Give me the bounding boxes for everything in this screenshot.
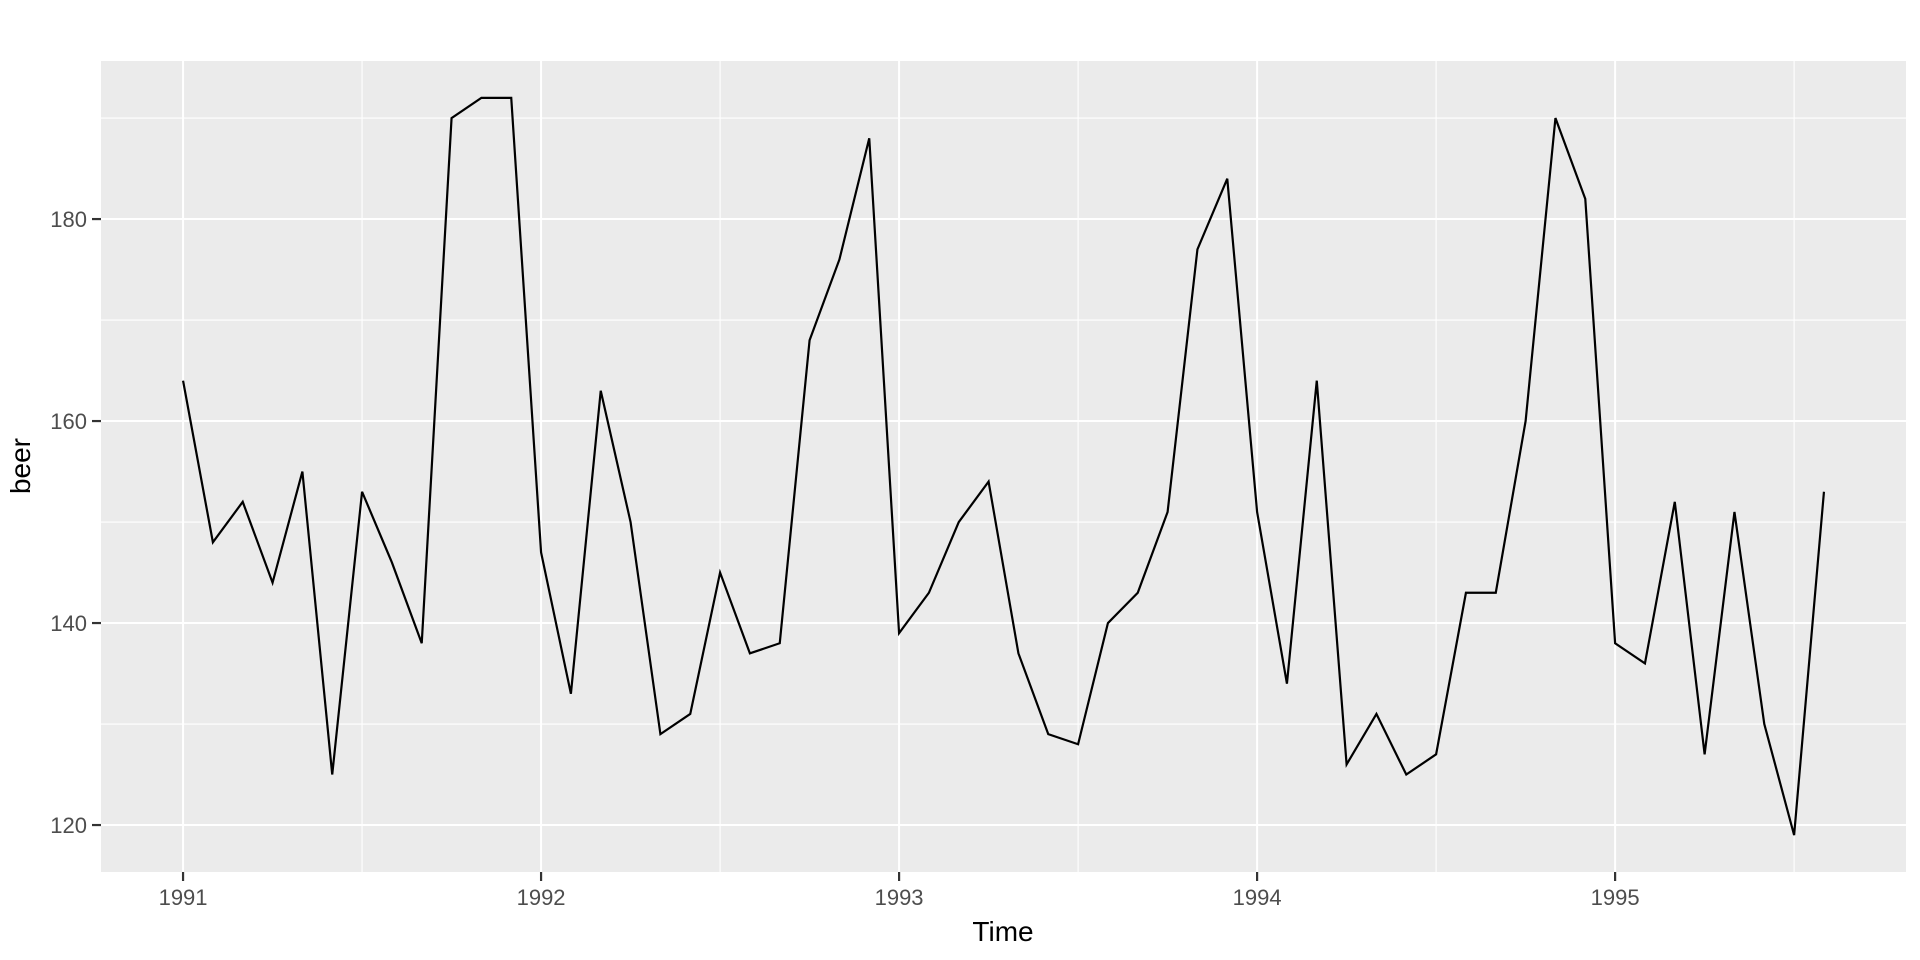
x-tick-label: 1992 <box>517 885 566 910</box>
x-tick-label: 1991 <box>159 885 208 910</box>
y-tick-label: 140 <box>50 611 87 636</box>
y-tick-label: 160 <box>50 409 87 434</box>
x-tick-label: 1993 <box>875 885 924 910</box>
y-tick-label: 180 <box>50 207 87 232</box>
x-axis-title: Time <box>972 916 1033 947</box>
y-axis-ticks <box>92 217 101 827</box>
plot-panel <box>101 61 1906 872</box>
x-axis-ticks <box>181 872 1617 881</box>
y-tick-label: 120 <box>50 813 87 838</box>
x-tick-label: 1994 <box>1233 885 1282 910</box>
y-axis-title: beer <box>5 438 36 494</box>
y-axis-labels: 120 140 160 180 <box>50 207 87 838</box>
beer-series-line <box>181 96 1826 836</box>
major-gridlines <box>101 61 1906 872</box>
minor-gridlines <box>101 61 1906 872</box>
x-tick-label: 1995 <box>1591 885 1640 910</box>
x-axis-labels: 1991 1992 1993 1994 1995 <box>159 885 1640 910</box>
